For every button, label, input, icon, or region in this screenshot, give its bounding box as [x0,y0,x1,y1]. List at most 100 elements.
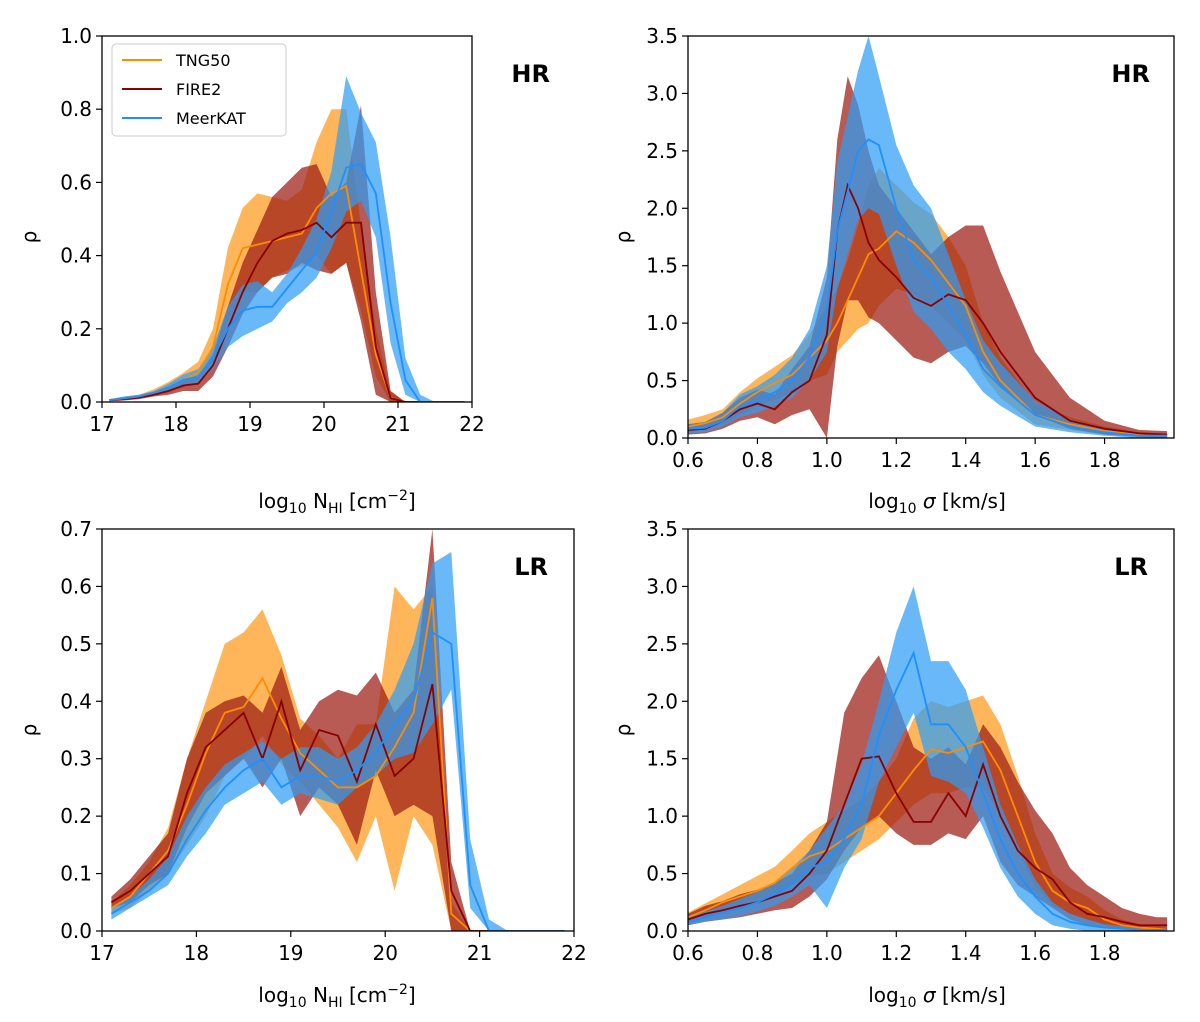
y-tick-label: 2.0 [646,196,678,220]
x-tick-label: 18 [163,412,188,436]
y-tick-label: 1.0 [646,804,678,828]
x-tick-label: 0.8 [742,941,774,965]
y-tick-label: 2.5 [646,139,678,163]
legend: TNG50 FIRE2 MeerKAT [111,43,287,137]
panel-sigma-hr: HR log10 σ [km/s] ρ 0.6 0.8 1.0 1.2 1.4 1.6 1.… [611,24,1175,517]
line-meerkat [109,163,465,402]
legend-label-meerkat: MeerKAT [176,109,246,128]
plot-area [688,36,1168,438]
y-tick-label: 1.0 [646,311,678,335]
panel-tag-lr: LR [1114,553,1148,581]
line-meerkat [110,631,565,931]
plot-area [109,76,465,402]
y-tick-label: 0.0 [60,390,92,414]
y-axis-label: ρ [17,724,41,737]
y-tick-label: 0.7 [60,517,92,541]
plot-area [110,529,565,931]
y-tick-label: 2.0 [646,689,678,713]
band-fire2 [109,105,465,402]
band-meerkat [688,36,1168,438]
x-tick-label: 19 [237,412,262,436]
y-tick-label: 0.2 [60,804,92,828]
y-tick-label: 3.5 [646,24,678,48]
band-meerkat [109,76,465,402]
x-tick-label: 0.6 [672,448,704,472]
x-tick-label: 17 [89,941,114,965]
x-tick-label: 21 [467,941,492,965]
y-tick-label: 0.3 [60,747,92,771]
legend-frame [111,43,287,137]
y-tick-label: 3.0 [646,574,678,598]
y-tick-label: 0.0 [646,426,678,450]
y-tick-label: 0.0 [646,919,678,943]
y-tick-label: 1.0 [60,24,92,48]
panel-nhi-lr: LR log10 NHI [cm−2] ρ 17 18 19 20 21 22 0.0 0.1… [17,517,587,1011]
x-tick-label: 1.2 [880,448,912,472]
panel-nhi-hr: HR log10 NHI [cm−2] ρ 17 18 19 20 21 22 0.0 0.2… [17,24,550,517]
x-tick-label: 1.8 [1089,448,1121,472]
line-meerkat [688,650,1168,931]
x-tick-label: 20 [372,941,397,965]
x-tick-label: 17 [89,412,114,436]
x-tick-label: 1.0 [811,941,843,965]
y-tick-label: 0.1 [60,862,92,886]
legend-label-fire2: FIRE2 [176,80,221,99]
x-tick-label: 22 [561,941,586,965]
y-tick-label: 0.4 [60,689,92,713]
legend-label-tng50: TNG50 [175,51,231,70]
line-meerkat [688,138,1168,437]
y-tick-label: 1.5 [646,747,678,771]
plot-area [688,586,1168,931]
line-tng50 [110,597,565,931]
x-tick-label: 1.2 [880,941,912,965]
line-tng50 [688,740,1168,931]
band-fire2 [111,529,565,931]
x-axis-label: log10 σ [km/s] [868,489,1006,517]
x-tick-label: 19 [278,941,303,965]
panel-sigma-lr: LR log10 σ [km/s] ρ 0.6 0.8 1.0 1.2 1.4 1.6 1.… [611,517,1175,1011]
x-tick-label: 21 [385,412,410,436]
panel-tag-lr: LR [514,553,548,581]
x-tick-label: 18 [184,941,209,965]
y-tick-label: 0.5 [646,862,678,886]
axes-frame [101,35,473,403]
y-tick-label: 0.5 [60,632,92,656]
y-axis-label: ρ [611,231,635,244]
y-tick-label: 0.4 [60,244,92,268]
y-tick-label: 0.2 [60,317,92,341]
y-tick-label: 0.0 [60,919,92,943]
y-tick-label: 3.5 [646,517,678,541]
x-tick-label: 0.8 [742,448,774,472]
axes-frame [101,528,575,932]
panel-tag-hr: HR [511,60,550,88]
x-axis-label: log10 σ [km/s] [868,983,1006,1011]
y-tick-label: 0.5 [646,369,678,393]
x-tick-label: 20 [311,412,336,436]
y-tick-label: 0.8 [60,97,92,121]
axes-frame [687,528,1175,932]
y-tick-label: 0.6 [60,574,92,598]
y-axis-label: ρ [611,724,635,737]
y-axis-label: ρ [17,231,41,244]
x-axis-label: log10 NHI [cm−2] [258,982,415,1011]
band-meerkat [688,586,1168,931]
x-tick-label: 1.8 [1089,941,1121,965]
x-tick-label: 1.6 [1019,448,1051,472]
x-tick-label: 1.0 [811,448,843,472]
y-tick-label: 3.0 [646,81,678,105]
x-tick-label: 1.6 [1019,941,1051,965]
x-axis-label: log10 NHI [cm−2] [258,488,415,517]
y-tick-label: 0.6 [60,170,92,194]
x-tick-label: 1.4 [950,941,982,965]
y-tick-label: 2.5 [646,632,678,656]
x-tick-label: 1.4 [950,448,982,472]
panel-tag-hr: HR [1111,60,1150,88]
line-fire2 [688,182,1168,436]
y-tick-label: 1.5 [646,254,678,278]
x-tick-label: 0.6 [672,941,704,965]
line-fire2 [688,755,1168,927]
axes-frame [687,35,1175,439]
line-fire2 [110,683,565,931]
line-fire2 [109,221,465,402]
